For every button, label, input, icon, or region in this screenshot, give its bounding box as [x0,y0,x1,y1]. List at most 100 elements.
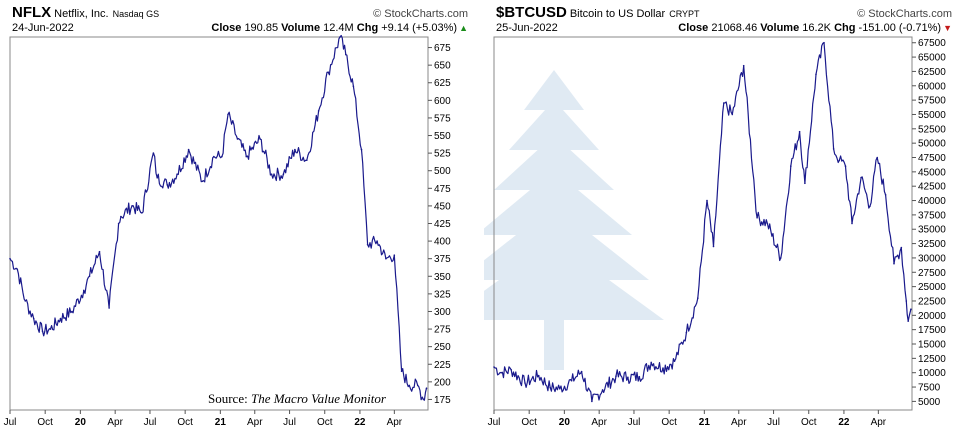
source-label: Source: [208,391,248,406]
btc-exchange: CRYPT [669,9,700,19]
nflx-y-tick-label: 475 [434,184,451,195]
btc-data-point [580,370,583,373]
btc-y-tick-label: 62500 [918,67,946,78]
nflx-data-point [98,250,101,253]
nflx-data-point [245,155,248,158]
nflx-y-tick-label: 600 [434,96,451,107]
btc-y-tick-label: 55000 [918,110,946,121]
nflx-chg-label: Chg [356,22,379,34]
nflx-stats: Close 190.85 Volume 12.4M Chg +9.14 (+5.… [211,22,468,34]
btc-y-tick-label: 10000 [918,368,946,379]
btc-data-point [697,297,699,299]
btc-data-point [766,222,769,225]
btc-data-point [756,217,758,219]
nflx-x-tick-label: Oct [37,417,53,428]
nflx-data-point [221,155,223,158]
nflx-data-point [166,184,168,186]
btc-price-line [493,42,912,402]
nflx-line-chart: 175 200 225 250 275 300 325 350 375 400 425 450 475 5… [4,34,451,428]
btc-date: 25-Jun-2022 [496,22,558,34]
btc-stats: Close 21068.46 Volume 16.2K Chg -151.00 … [678,22,952,34]
btc-close-label: Close [678,22,709,34]
nflx-plot-frame [9,36,429,411]
btc-x-tick-label: Jul [628,417,641,428]
btc-volume-value: 16.2K [802,22,832,34]
btc-data-point [591,400,593,403]
btc-data-point [869,205,871,208]
btc-y-tick-label: 5000 [918,397,941,408]
nflx-y-tick-label: 450 [434,201,451,212]
btc-plot-frame [493,36,913,411]
btc-data-point [815,73,817,76]
nflx-close-value: 190.85 [244,22,279,34]
nflx-data-point [306,159,308,161]
btc-stats-row: 25-Jun-2022 Close 21068.46 Volume 16.2K … [496,22,952,36]
nflx-data-point [385,257,387,260]
nflx-data-point [152,152,155,154]
btc-x-tick-label: Jul [488,417,501,428]
nflx-data-point [270,173,273,175]
nflx-data-point [117,222,120,225]
btc-y-tick-label: 67500 [918,38,946,49]
btc-y-tick-label: 42500 [918,182,946,193]
nflx-data-point [201,180,204,183]
nflx-data-point [24,300,27,302]
nflx-data-point [141,212,143,214]
btc-chart-panel: $BTCUSD Bitcoin to US Dollar CRYPT © Stock… [484,0,962,433]
btc-chg-value: -151.00 (-0.71%) [858,22,942,34]
nflx-price-line [9,34,428,401]
nflx-data-point [416,384,419,387]
nflx-x-tick-label: Apr [107,417,123,428]
nflx-up-arrow-icon: ▲ [459,23,468,33]
btc-y-tick-label: 52500 [918,124,946,135]
nflx-x-tick-label: Jul [144,417,157,428]
btc-data-point [706,199,708,202]
btc-data-point [844,165,847,167]
btc-data-point [910,308,912,311]
nflx-data-point [88,275,91,278]
btc-data-point [524,382,526,384]
btc-y-tick-label: 50000 [918,139,946,150]
nflx-data-point [400,370,403,373]
btc-y-tick-label: 30000 [918,253,946,264]
nflx-x-tick-label: Jul [4,417,17,428]
source-name: The Macro Value Monitor [250,391,386,406]
btc-data-point [780,257,782,259]
btc-chg-label: Chg [834,22,856,34]
btc-x-tick-label: 21 [699,417,711,428]
nflx-data-point [16,268,19,271]
btc-data-point [510,369,512,371]
nflx-data-point [366,243,369,246]
nflx-data-point [425,387,428,390]
source-note: Source: The Macro Value Monitor [208,391,386,407]
btc-data-point [838,159,841,162]
btc-data-point [601,389,604,391]
btc-x-tick-label: Oct [521,417,537,428]
nflx-data-point [83,289,85,292]
btc-y-tick-label: 15000 [918,340,946,351]
btc-data-point [662,367,664,369]
nflx-data-point [227,113,229,116]
btc-data-point [570,379,573,382]
nflx-data-point [352,85,355,88]
btc-data-point [615,375,617,377]
btc-x-tick-label: Apr [871,417,887,428]
nflx-y-tick-label: 500 [434,166,451,177]
btc-data-point [851,222,853,225]
btc-x-tick-label: Oct [801,417,817,428]
nflx-data-point [156,177,158,179]
btc-data-point [823,41,825,44]
nflx-data-point [259,138,261,140]
nflx-data-point [108,307,110,309]
nflx-data-point [213,155,215,158]
btc-data-point [876,156,878,159]
nflx-chart-panel: NFLX Netflix, Inc. Nasdaq GS © StockCharts… [0,0,478,433]
nflx-data-point [49,328,52,330]
btc-y-tick-label: 45000 [918,167,946,178]
btc-data-point [907,320,909,322]
btc-data-point [559,388,561,390]
nflx-data-point [376,240,378,242]
btc-x-tick-label: Jul [767,417,780,428]
btc-data-point [731,113,734,116]
btc-data-point [742,64,745,67]
